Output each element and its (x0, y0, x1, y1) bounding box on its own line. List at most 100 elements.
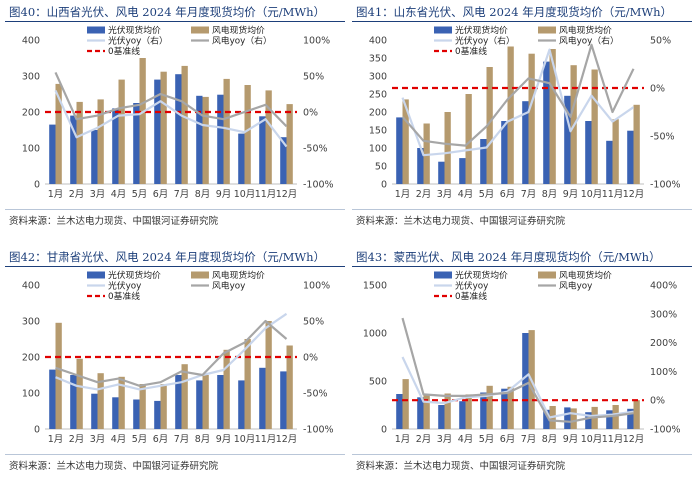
wind-price-bar (591, 69, 598, 184)
x-tick-label: 12月 (276, 189, 298, 200)
y-tick-label: 150 (369, 126, 387, 137)
legend-swatch (191, 271, 209, 279)
x-tick-label: 2月 (416, 189, 432, 200)
legend-label: 光伏现货均价 (108, 269, 161, 281)
x-tick-label: 9月 (216, 189, 232, 200)
legend-label: 风电现货均价 (559, 269, 612, 281)
solar-price-bar (280, 371, 287, 429)
solar-price-bar (480, 392, 487, 429)
chart-43: 0 500 1000 1500 -100% 0% 100% 200% 300% 400% 1月 2月 3… (363, 269, 681, 445)
x-tick-label: 11月 (255, 434, 277, 445)
solar-price-bar (238, 380, 245, 429)
wind-price-bar (507, 46, 514, 184)
x-tick-label: 3月 (437, 434, 453, 445)
y-tick-label: 400 (369, 36, 387, 47)
solar-price-bar (606, 140, 613, 184)
solar-price-bar (70, 375, 77, 429)
wind-price-bar (181, 364, 188, 429)
x-tick-label: 10月 (234, 189, 256, 200)
figure-title: 图42：甘肃省光伏、风电 2024 年月度现货均价（元/MWh） (5, 247, 345, 267)
y2-tick-label: -100% (650, 180, 681, 191)
x-tick-label: 9月 (216, 434, 232, 445)
solar-price-bar (543, 409, 550, 429)
legend-label: 光伏现货均价 (455, 269, 508, 281)
wind-price-bar (570, 408, 577, 429)
wind-price-bar (465, 394, 472, 429)
x-tick-label: 7月 (174, 434, 190, 445)
solar-price-bar (585, 412, 592, 429)
y-tick-label: 100 (22, 389, 40, 400)
divider (5, 454, 345, 455)
legend-swatch (191, 26, 209, 34)
wind-price-bar (444, 112, 451, 184)
y2-tick-label: -50% (303, 389, 328, 400)
x-tick-label: 5月 (479, 189, 495, 200)
wind-price-bar (423, 394, 430, 429)
legend-label: 光伏yoy（右） (108, 35, 168, 47)
wind-price-bar (265, 90, 272, 184)
solar-price-bar (543, 61, 550, 184)
solar-price-bar (627, 130, 634, 184)
wind-price-bar (486, 385, 493, 429)
legend-swatch (87, 271, 105, 279)
solar-price-bar (606, 410, 613, 429)
solar-yoy-line (54, 89, 288, 148)
legend-swatch (434, 26, 452, 34)
y2-tick-label: 50% (303, 317, 324, 328)
wind-price-bar (286, 345, 293, 429)
legend-swatch (538, 26, 556, 34)
x-tick-label: 8月 (542, 434, 558, 445)
solar-price-bar (196, 95, 203, 184)
x-tick-label: 4月 (111, 189, 127, 200)
solar-price-bar (417, 397, 424, 429)
wind-price-bar (202, 96, 209, 184)
wind-price-bar (528, 53, 535, 185)
wind-price-bar (265, 321, 272, 429)
legend-label: 风电yoy（右） (212, 35, 272, 47)
chart-42: 0 100 200 300 400 -100% -50% 0% 50% 100% 1月 2月 3月 4月 5… (22, 269, 334, 445)
y2-tick-label: 100% (303, 36, 330, 47)
wind-price-bar (444, 393, 451, 429)
solar-price-bar (238, 133, 245, 184)
solar-price-bar (91, 130, 98, 184)
legend-label: 光伏yoy (108, 280, 141, 292)
wind-price-bar (139, 58, 146, 184)
x-tick-label: 9月 (563, 189, 579, 200)
chart-41: 0 50 100 150 200 250 300 350 400 -100% -50% 0% 50% 1月… (369, 24, 681, 200)
x-tick-label: 5月 (132, 434, 148, 445)
x-tick-label: 8月 (542, 189, 558, 200)
solar-price-bar (112, 397, 119, 429)
solar-price-bar (480, 139, 487, 184)
wind-price-bar (402, 379, 409, 429)
y2-tick-label: 100% (303, 281, 330, 292)
x-tick-label: 12月 (623, 189, 645, 200)
legend-swatch (434, 271, 452, 279)
x-tick-label: 2月 (69, 434, 85, 445)
x-tick-label: 5月 (132, 189, 148, 200)
x-tick-label: 6月 (500, 189, 516, 200)
y2-tick-label: -50% (650, 132, 675, 143)
solar-price-bar (417, 148, 424, 184)
x-tick-label: 1月 (48, 434, 64, 445)
wind-price-bar (633, 104, 640, 184)
y2-tick-label: 50% (303, 72, 324, 83)
figure-43: 图43：蒙西光伏、风电 2024 年月度现货均价（元/MWh） 0 500 1000… (352, 245, 692, 480)
solar-yoy-line (401, 356, 634, 419)
wind-price-bar (633, 400, 640, 429)
legend-swatch (538, 271, 556, 279)
divider (352, 209, 692, 210)
x-tick-label: 7月 (521, 434, 537, 445)
solar-price-bar (133, 103, 140, 184)
wind-price-bar (423, 123, 430, 184)
wind-price-bar (549, 49, 556, 184)
x-tick-label: 4月 (458, 189, 474, 200)
y2-tick-label: 0% (650, 84, 665, 95)
solar-price-bar (217, 375, 224, 429)
x-tick-label: 6月 (500, 434, 516, 445)
figure-title: 图41：山东省光伏、风电 2024 年月度现货均价（元/MWh） (352, 2, 692, 22)
solar-price-bar (154, 400, 161, 429)
legend-label: 风电现货均价 (212, 269, 265, 281)
x-tick-label: 4月 (111, 434, 127, 445)
solar-price-bar (459, 401, 466, 429)
y2-tick-label: 0% (303, 108, 318, 119)
